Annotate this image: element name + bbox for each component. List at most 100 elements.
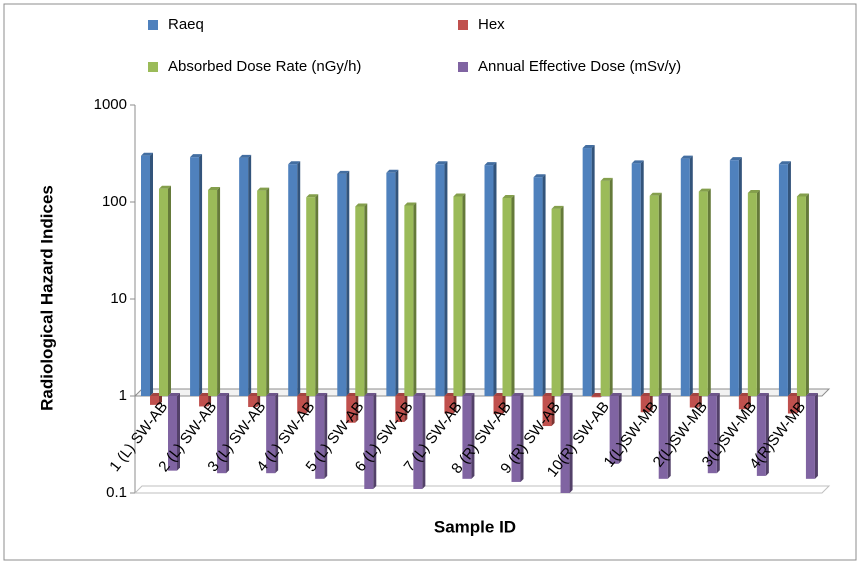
x-axis-title: Sample ID	[434, 517, 516, 536]
bar-top	[217, 393, 230, 396]
bar	[208, 189, 218, 396]
bottom-floor	[133, 485, 831, 494]
bar	[787, 396, 797, 414]
bar-top	[453, 193, 466, 197]
bar	[609, 396, 619, 464]
bar-side	[275, 393, 279, 474]
legend-swatch	[148, 20, 158, 30]
bar-side	[462, 193, 466, 396]
bar-side	[814, 393, 818, 479]
bar	[435, 164, 445, 396]
bar-side	[738, 157, 742, 396]
bar-side	[667, 393, 671, 479]
bar-side	[453, 393, 457, 414]
bar-top	[805, 393, 818, 396]
bar	[698, 191, 708, 396]
bar	[190, 157, 200, 396]
bar-top	[266, 393, 279, 396]
bar-group	[747, 189, 760, 396]
bar-group	[582, 145, 595, 396]
bar-top	[707, 393, 720, 396]
bar-group	[435, 161, 448, 396]
bar	[778, 164, 788, 396]
bar-side	[306, 393, 310, 414]
bar-group	[778, 161, 791, 396]
bar-group	[141, 152, 153, 396]
bar-side	[168, 185, 171, 396]
bar	[453, 196, 463, 396]
bar	[141, 155, 150, 396]
bar-side	[551, 393, 555, 427]
bar-side	[217, 186, 221, 396]
bar-side	[373, 393, 377, 489]
bar-top	[649, 192, 662, 196]
bar-top	[413, 393, 426, 396]
bar-side	[698, 393, 702, 408]
bar-top	[658, 393, 671, 396]
bar-side	[618, 393, 622, 464]
bar-group	[484, 162, 497, 396]
bar-top	[159, 185, 171, 189]
bar-side	[542, 174, 546, 396]
bar-top	[502, 194, 515, 198]
bar-side	[747, 393, 751, 410]
bar-top	[560, 393, 573, 396]
bar	[658, 396, 668, 479]
legend-label: Raeq	[168, 16, 204, 33]
bar	[413, 396, 423, 489]
bar-top	[796, 193, 809, 197]
y-tick-label: 1000	[94, 96, 127, 113]
bar	[640, 396, 650, 413]
legend-swatch	[148, 62, 158, 72]
bar-group	[511, 393, 524, 482]
bar-group	[386, 169, 399, 396]
bar-top	[600, 177, 613, 181]
bar-top	[208, 186, 221, 190]
bar-side	[707, 188, 711, 396]
bar-group	[658, 393, 671, 479]
bar-top	[315, 393, 328, 396]
bar-group	[239, 154, 252, 396]
bar-side	[208, 393, 212, 407]
bar-side	[765, 393, 769, 476]
bar-group	[337, 170, 350, 396]
bar-top	[168, 393, 180, 396]
bar	[551, 208, 561, 396]
bar-side	[640, 160, 644, 396]
bar-top	[386, 169, 399, 173]
bar-side	[324, 393, 328, 479]
legend-label: Hex	[478, 16, 505, 33]
y-tick-label: 0.1	[106, 484, 127, 501]
bar-side	[756, 189, 760, 396]
bar-top	[680, 155, 693, 159]
bar-top	[778, 161, 791, 165]
bar-side	[716, 393, 720, 474]
bar-side	[511, 194, 515, 396]
bar-side	[315, 194, 319, 396]
bar-group	[707, 393, 720, 474]
bar-group	[600, 177, 613, 396]
bar-group	[413, 393, 426, 489]
bar-side	[297, 161, 301, 396]
bar-side	[805, 193, 809, 396]
bar	[600, 180, 610, 396]
bar	[346, 396, 356, 423]
bar-side	[787, 161, 791, 396]
bar-side	[248, 154, 252, 396]
bar	[796, 196, 806, 396]
bar-group	[315, 393, 328, 479]
bar-group	[306, 194, 319, 396]
bar	[306, 197, 316, 396]
bar	[493, 396, 503, 415]
bar	[591, 396, 601, 398]
bar-group	[168, 393, 180, 471]
legend-label: Absorbed Dose Rate (nGy/h)	[168, 58, 361, 75]
bar-side	[257, 393, 261, 408]
bar	[756, 396, 766, 476]
bar-side	[569, 393, 573, 493]
bar	[680, 158, 690, 396]
bar-group	[346, 393, 359, 423]
bar	[631, 163, 641, 396]
bar-top	[533, 174, 546, 178]
